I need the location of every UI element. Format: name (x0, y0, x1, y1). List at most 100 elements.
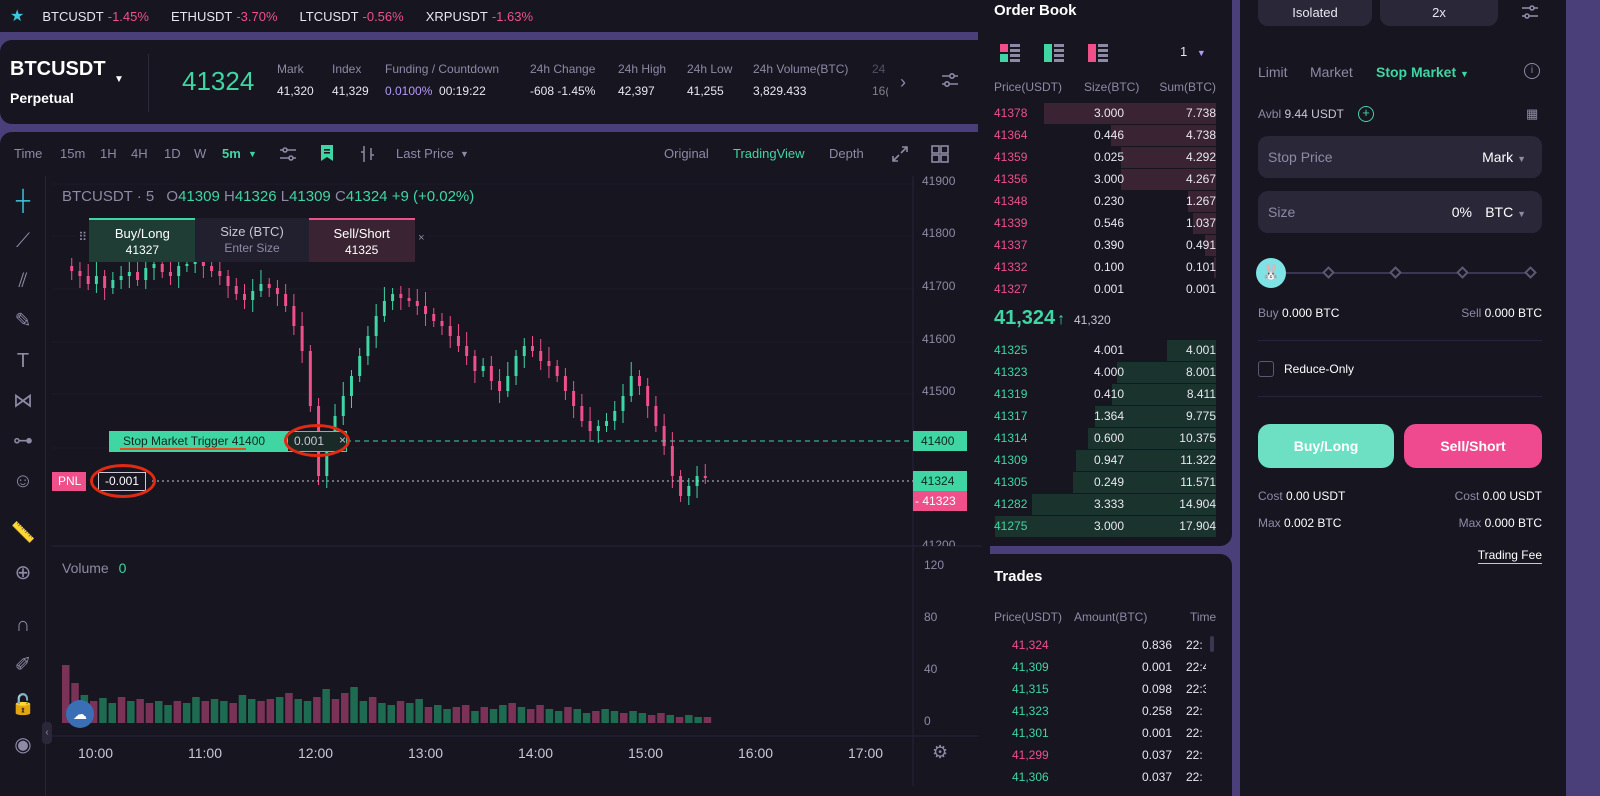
trading-fee-link[interactable]: Trading Fee (1477, 548, 1542, 564)
view-depth[interactable]: Depth (829, 146, 864, 161)
bid-row[interactable]: 41275 3.000 17.904 (978, 515, 1232, 537)
crosshair-icon[interactable]: ┼ (15, 190, 31, 212)
stop-price-input[interactable]: Stop Price Mark ▼ (1258, 136, 1542, 178)
chart-settings-gear-icon[interactable]: ⚙ (932, 742, 949, 762)
stop-price-type-select[interactable]: Mark ▼ (1482, 149, 1526, 165)
trend-line-icon[interactable]: ⟋ (16, 230, 30, 252)
settings-sliders-icon[interactable] (1520, 2, 1540, 22)
info-icon[interactable]: i (1524, 63, 1540, 79)
ask-row[interactable]: 41332 0.100 0.101 (978, 256, 1232, 278)
interval-w[interactable]: W (194, 146, 207, 161)
quick-size-input[interactable]: Size (BTC) Enter Size (195, 218, 309, 262)
magnet-icon[interactable]: ∩ (15, 614, 31, 636)
mid-mark-price: 41,320 (1074, 313, 1111, 327)
collapse-toolbar-icon[interactable]: ‹ (42, 722, 52, 744)
bid-row[interactable]: 41325 4.001 4.001 (978, 339, 1232, 361)
zoom-in-icon[interactable]: ⊕ (14, 562, 32, 584)
scrollbar[interactable] (1210, 636, 1214, 652)
ask-row[interactable]: 41348 0.230 1.267 (978, 190, 1232, 212)
ask-row[interactable]: 41327 0.001 0.001 (994, 282, 1216, 296)
volume-bar (573, 709, 581, 723)
tab-limit[interactable]: Limit (1258, 64, 1288, 80)
buy-long-button[interactable]: Buy/Long (1258, 424, 1394, 468)
text-tool-icon[interactable]: T (16, 350, 30, 372)
settings-sliders-icon[interactable] (940, 70, 960, 90)
leverage-button[interactable]: 2x (1380, 0, 1498, 26)
sell-short-button[interactable]: Sell/Short (1404, 424, 1542, 468)
stop-market-trigger-line-label[interactable]: Stop Market Trigger 41400 (109, 431, 287, 452)
caret-down-icon[interactable]: ▼ (114, 74, 124, 85)
pattern-tool-icon[interactable]: ⋈ (13, 390, 33, 412)
reduce-only-checkbox[interactable] (1258, 361, 1274, 377)
lock-drawing-icon[interactable]: ✐ (14, 654, 32, 676)
price-axis-label: 41800 (922, 226, 956, 240)
ruler-icon[interactable]: 📏 (10, 522, 36, 544)
interval-1d[interactable]: 1D (164, 146, 181, 161)
book-asks-icon[interactable] (1088, 44, 1108, 62)
size-input[interactable]: Size 0% BTC ▼ (1258, 191, 1542, 233)
size-unit-select[interactable]: BTC ▼ (1485, 204, 1526, 220)
brush-icon[interactable]: ✎ (14, 310, 32, 332)
quick-sell-button[interactable]: Sell/Short 41325 (308, 218, 415, 262)
price-type-select[interactable]: Last Price (396, 146, 454, 161)
prediction-tool-icon[interactable]: ⊶ (13, 430, 33, 452)
interval-5m[interactable]: 5m (222, 146, 241, 161)
ask-row[interactable]: 41364 0.446 4.738 (978, 124, 1232, 146)
ask-row[interactable]: 41339 0.546 1.037 (978, 212, 1232, 234)
bid-row[interactable]: 41319 0.410 8.411 (978, 383, 1232, 405)
margin-mode-button[interactable]: Isolated (1258, 0, 1372, 26)
symbol-selector[interactable]: BTCUSDT (10, 58, 106, 80)
fib-tool-icon[interactable]: ⫽ (18, 270, 28, 292)
bookmark-icon[interactable] (318, 143, 336, 163)
depth-select[interactable]: 1 ▼ (1180, 44, 1206, 59)
chevron-right-icon[interactable]: › (900, 72, 906, 92)
volume-bar (694, 717, 702, 723)
interval-1h[interactable]: 1H (100, 146, 117, 161)
bid-row[interactable]: 41305 0.249 11.571 (978, 471, 1232, 493)
caret-down-icon[interactable]: ▼ (460, 149, 469, 159)
layout-grid-icon[interactable] (930, 144, 950, 164)
ask-row[interactable]: 41337 0.390 0.491 (978, 234, 1232, 256)
bid-row[interactable]: 41282 3.333 14.904 (978, 493, 1232, 515)
volume-bar (685, 715, 693, 723)
fullscreen-icon[interactable] (890, 144, 910, 164)
ask-row[interactable]: 41359 0.025 4.292 (978, 146, 1232, 168)
interval-15m[interactable]: 15m (60, 146, 86, 161)
drag-handle-icon[interactable]: ⠿ (76, 218, 90, 262)
bid-row[interactable]: 41314 0.600 10.375 (978, 427, 1232, 449)
unlock-icon[interactable]: 🔓 (10, 694, 36, 716)
slider-mascot-thumb-icon[interactable]: 🐰 (1256, 258, 1286, 288)
ticker-item[interactable]: LTCUSDT -0.56% (299, 8, 404, 24)
ask-row[interactable]: 41356 3.000 4.267 (978, 168, 1232, 190)
book-both-icon[interactable] (1000, 44, 1020, 62)
bid-row[interactable]: 41317 1.364 9.775 (978, 405, 1232, 427)
bid-row[interactable]: 41309 0.947 11.322 (978, 449, 1232, 471)
candle-style-icon[interactable] (360, 144, 376, 164)
tab-stop-market[interactable]: Stop Market ▼ (1376, 64, 1469, 80)
interval-4h[interactable]: 4H (131, 146, 148, 161)
eye-icon[interactable]: ◉ (14, 734, 32, 756)
view-original[interactable]: Original (664, 146, 709, 161)
tab-market[interactable]: Market (1310, 64, 1353, 80)
calculator-icon[interactable]: ▦ (1526, 106, 1539, 121)
emoji-icon[interactable]: ☺ (12, 470, 34, 492)
ask-row[interactable]: 41378 3.000 7.738 (978, 102, 1232, 124)
price-chart[interactable]: BTCUSDT · 5 O41309 H41326 L41309 C41324 … (52, 174, 982, 796)
ticker-item[interactable]: ETHUSDT -3.70% (170, 8, 278, 24)
ask-depth-bar (1121, 169, 1216, 190)
ticker-item[interactable]: XRPUSDT -1.63% (425, 8, 534, 24)
view-tradingview[interactable]: TradingView (733, 146, 805, 161)
quick-buy-button[interactable]: Buy/Long 41327 (89, 218, 196, 262)
caret-down-icon[interactable]: ▼ (248, 149, 257, 159)
close-icon[interactable]: × (414, 218, 429, 262)
add-funds-icon[interactable]: + (1358, 106, 1374, 122)
tradingview-logo-icon[interactable]: ☁ (66, 700, 94, 728)
bid-row[interactable]: 41323 4.000 8.001 (978, 361, 1232, 383)
favorite-star-icon[interactable]: ★ (10, 8, 25, 25)
indicators-icon[interactable] (278, 145, 298, 163)
ticker-item[interactable]: BTCUSDT -1.45% (42, 8, 149, 24)
size-slider[interactable]: 🐰 (1256, 258, 1537, 288)
book-bids-icon[interactable] (1044, 44, 1064, 62)
